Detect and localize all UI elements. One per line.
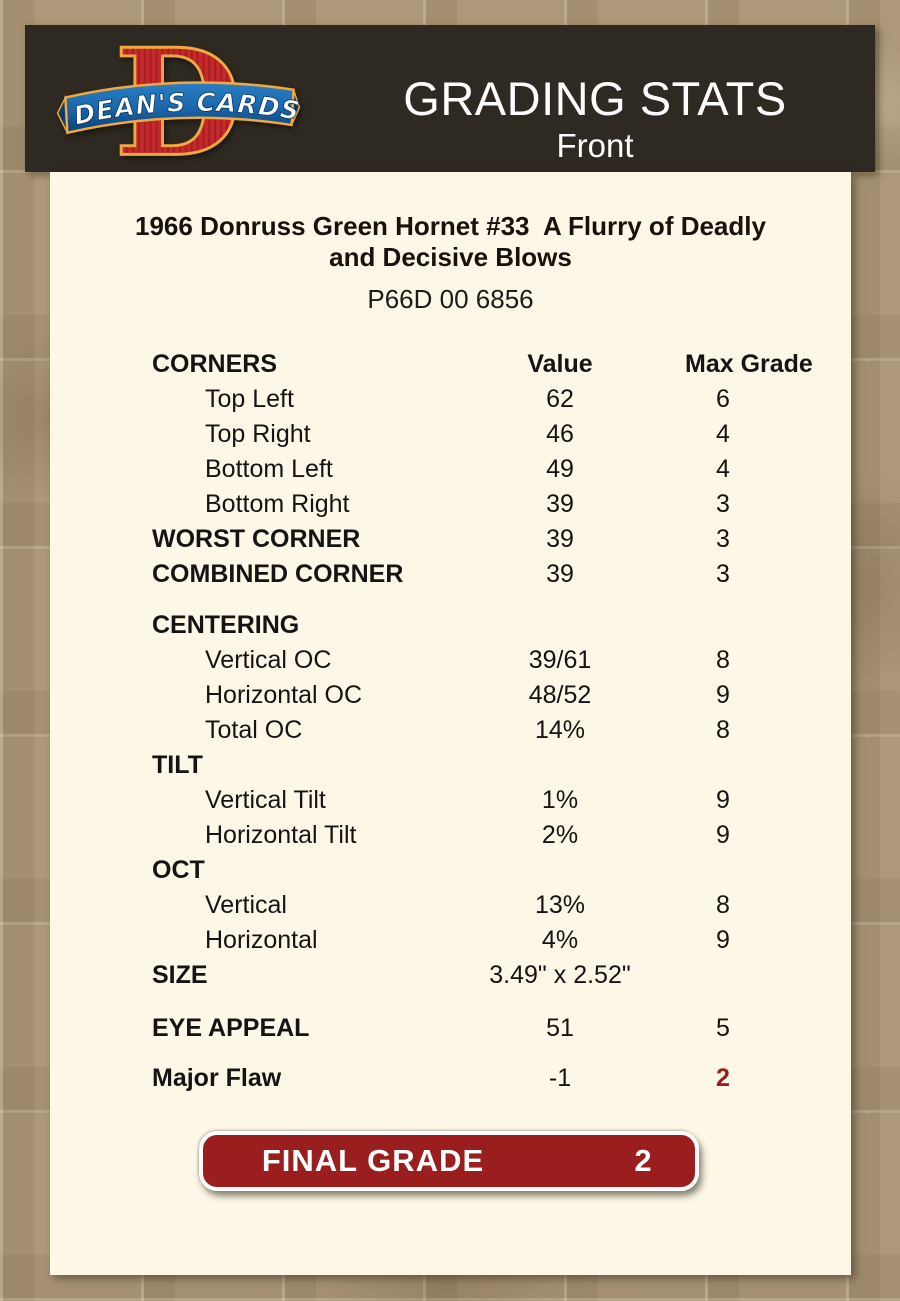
- row-label: Vertical OC: [205, 646, 332, 674]
- table-row: Vertical Tilt 1% 9: [50, 783, 851, 818]
- row-max-grade: 2: [716, 1064, 730, 1092]
- row-value: 13%: [534, 891, 586, 919]
- row-value: 3.49" x 2.52": [489, 961, 631, 989]
- row-value: [435, 853, 685, 888]
- table-row: Vertical 13% 8: [50, 888, 851, 923]
- header-bar: D DEAN'S CARDS GRADING STATS Front: [25, 25, 875, 172]
- row-value: 48/52: [528, 681, 592, 709]
- row-value: [435, 748, 685, 783]
- row-value: 51: [546, 1014, 574, 1042]
- table-row: Total OC 14% 8: [50, 713, 851, 748]
- row-label: Horizontal OC: [205, 681, 362, 709]
- row-value: 39: [546, 525, 574, 553]
- row-max-grade: 5: [716, 1014, 730, 1042]
- row-value: 62: [546, 385, 574, 413]
- grading-stats-title: GRADING STATS: [403, 72, 787, 125]
- row-max-grade: 8: [716, 891, 730, 919]
- card-side-label: Front: [556, 127, 634, 164]
- row-label: COMBINED CORNER: [152, 560, 404, 588]
- row-max-grade: 9: [716, 821, 730, 849]
- row-label: Top Left: [205, 385, 294, 413]
- row-value: 4%: [541, 926, 579, 954]
- row-label: CENTERING: [152, 611, 300, 639]
- card-title-line2: and Decisive Blows: [329, 242, 572, 272]
- row-label: Vertical: [205, 891, 287, 919]
- row-label: Horizontal Tilt: [205, 821, 357, 849]
- row-value: 1%: [541, 786, 579, 814]
- row-max-grade: [685, 608, 761, 643]
- table-row: Horizontal Tilt 2% 9: [50, 818, 851, 853]
- column-header-label: CORNERS: [152, 350, 278, 378]
- table-header-row: CORNERS Value Max Grade: [50, 347, 851, 382]
- serial-number: P66D 00 6856: [367, 284, 534, 314]
- table-row: SIZE 3.49" x 2.52": [50, 958, 851, 993]
- row-max-grade: 3: [716, 490, 730, 518]
- row-max-grade: 8: [716, 646, 730, 674]
- table-row: OCT: [50, 853, 851, 888]
- table-row: Major Flaw -1 2: [50, 1061, 851, 1096]
- column-header-max-grade: Max Grade: [685, 350, 813, 378]
- table-row: WORST CORNER 39 3: [50, 522, 851, 557]
- row-label: SIZE: [152, 961, 208, 989]
- row-label: Major Flaw: [152, 1064, 282, 1092]
- table-row: Top Left 62 6: [50, 382, 851, 417]
- row-label: Bottom Right: [205, 490, 350, 518]
- row-label: WORST CORNER: [152, 525, 361, 553]
- row-value: 14%: [534, 716, 586, 744]
- row-value: 49: [546, 455, 574, 483]
- table-row: Vertical OC 39/61 8: [50, 643, 851, 678]
- row-label: Bottom Left: [205, 455, 333, 483]
- final-grade-label: FINAL GRADE: [261, 1143, 485, 1178]
- row-label: Vertical Tilt: [205, 786, 326, 814]
- row-value: 39: [546, 490, 574, 518]
- row-value: [435, 608, 685, 643]
- row-label: Top Right: [205, 420, 311, 448]
- header-titles: GRADING STATS Front: [345, 73, 845, 167]
- row-max-grade: 3: [716, 560, 730, 588]
- row-max-grade: [685, 853, 761, 888]
- row-max-grade: 4: [716, 420, 730, 448]
- row-max-grade: 8: [716, 716, 730, 744]
- row-label: TILT: [152, 751, 203, 779]
- card-title-line1: 1966 Donruss Green Hornet #33 A Flurry o…: [135, 211, 766, 241]
- final-grade-value: 2: [634, 1143, 652, 1178]
- row-label: EYE APPEAL: [152, 1014, 310, 1042]
- row-value: 46: [546, 420, 574, 448]
- row-max-grade: [685, 748, 761, 783]
- column-header-value: Value: [527, 350, 593, 378]
- row-label: Horizontal: [205, 926, 318, 954]
- row-max-grade: 3: [716, 525, 730, 553]
- deans-cards-logo: D DEAN'S CARDS: [53, 29, 303, 171]
- row-max-grade: 9: [716, 681, 730, 709]
- table-row: Horizontal OC 48/52 9: [50, 678, 851, 713]
- row-max-grade: 6: [716, 385, 730, 413]
- row-value: 2%: [541, 821, 579, 849]
- table-row: EYE APPEAL 51 5: [50, 1011, 851, 1046]
- row-max-grade: 4: [716, 455, 730, 483]
- row-value: 39: [546, 560, 574, 588]
- row-value: -1: [548, 1064, 572, 1092]
- row-max-grade: 9: [716, 786, 730, 814]
- table-row: Top Right 46 4: [50, 417, 851, 452]
- row-max-grade: [685, 958, 761, 993]
- table-row: TILT: [50, 748, 851, 783]
- table-row: CENTERING: [50, 608, 851, 643]
- row-value: 39/61: [528, 646, 592, 674]
- row-label: Total OC: [205, 716, 303, 744]
- table-row: Horizontal 4% 9: [50, 923, 851, 958]
- row-label: OCT: [152, 856, 205, 884]
- grading-table: CORNERS Value Max Grade Top Left 62 6 Top Righ…: [50, 347, 851, 1096]
- table-row: COMBINED CORNER 39 3: [50, 557, 851, 592]
- table-row: Bottom Left 49 4: [50, 452, 851, 487]
- card-title: 1966 Donruss Green Hornet #33 A Flurry o…: [50, 211, 851, 273]
- row-max-grade: 9: [716, 926, 730, 954]
- table-row: Bottom Right 39 3: [50, 487, 851, 522]
- stats-card: 1966 Donruss Green Hornet #33 A Flurry o…: [50, 172, 851, 1275]
- final-grade-button[interactable]: FINAL GRADE 2: [199, 1131, 699, 1191]
